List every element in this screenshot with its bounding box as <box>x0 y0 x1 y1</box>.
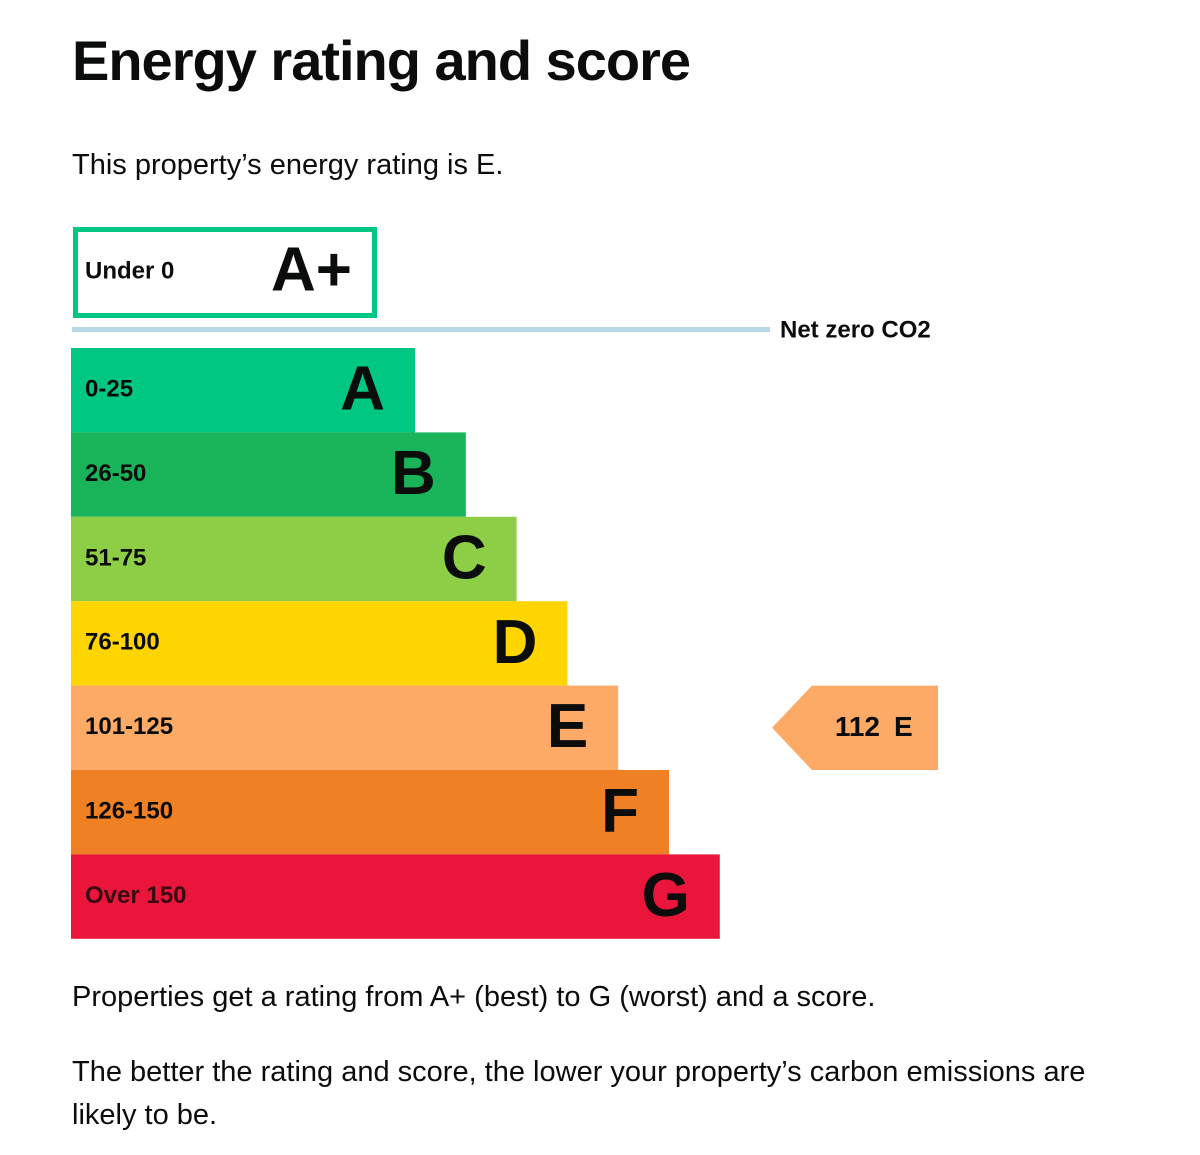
band-bar <box>71 601 568 686</box>
rating-chart: Under 0 A+ Net zero CO2 0-25 A 26-50 B 51-75 C 76… <box>71 227 938 939</box>
band-range: 0-25 <box>85 376 133 403</box>
band-range: Over 150 <box>85 882 186 909</box>
intro: This property’s energy rating is E. <box>72 149 504 181</box>
current-score: 112 <box>835 711 880 742</box>
top-band-box <box>73 227 377 318</box>
band-bar <box>71 854 720 939</box>
band-letter: E <box>547 692 588 761</box>
band-letter: A+ <box>271 235 352 304</box>
paragraph: The better the rating and score, the low… <box>72 1056 1086 1131</box>
band-range: 101-125 <box>85 713 173 740</box>
net-zero-label: Net zero CO2 <box>780 316 931 343</box>
band-bar <box>71 685 619 770</box>
band-range: 76-100 <box>85 629 160 656</box>
band-bar <box>71 516 517 602</box>
band-range: Under 0 <box>85 257 174 284</box>
current-rating-arrow <box>772 685 938 770</box>
net-zero-line <box>72 327 770 332</box>
band-bar <box>71 432 466 517</box>
band-letter: B <box>391 439 436 508</box>
band-range: 26-50 <box>85 460 146 487</box>
band-letter: D <box>493 608 538 677</box>
band-letter: G <box>642 861 690 930</box>
band-range: 126-150 <box>85 798 173 825</box>
band-bar <box>71 348 415 433</box>
band-bar <box>71 770 669 855</box>
band-range: 51-75 <box>85 544 146 571</box>
band-letter: A <box>340 355 385 424</box>
band-letter: F <box>601 777 639 846</box>
current-rating: E <box>894 711 913 742</box>
paragraph: Properties get a rating from A+ (best) t… <box>72 981 876 1013</box>
page-title: Energy rating and score <box>72 29 691 92</box>
band-letter: C <box>442 523 487 592</box>
